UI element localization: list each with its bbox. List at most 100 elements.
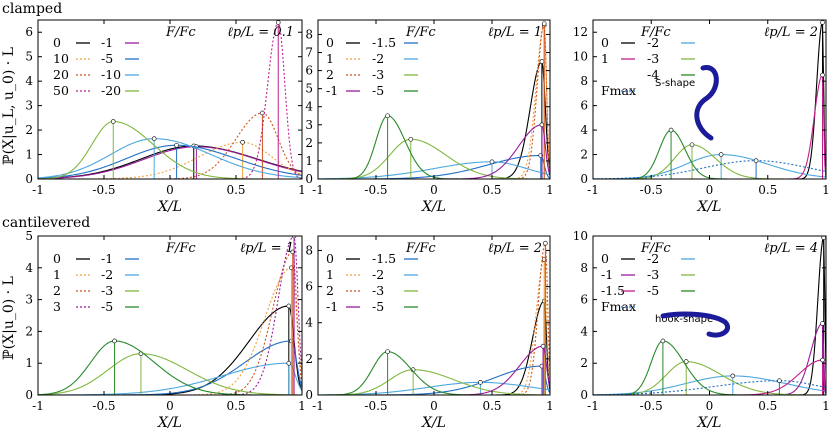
series-peak-point--5	[385, 349, 390, 354]
x-tick-label: 1	[546, 399, 554, 413]
legend-entry-label: -4	[647, 67, 659, 82]
legend-entry-label: 1	[53, 267, 61, 282]
y-tick-label: 4	[25, 74, 33, 88]
y-tick-label: 0	[25, 388, 33, 402]
x-tick-label: -1	[312, 399, 324, 413]
x-axis-label: X/L	[697, 415, 722, 431]
x-tick-label: -1	[587, 183, 599, 197]
legend-title: F/Fc	[640, 241, 671, 256]
x-tick-label: 0	[166, 399, 174, 413]
y-tick-label: 10	[573, 50, 588, 64]
legend-entry-label: -5	[101, 51, 113, 66]
series-peak-point--2	[478, 380, 483, 385]
y-tick-label: 8	[305, 27, 313, 41]
ylabel-cantilevered: ℙ(X|u_0) · L	[1, 276, 17, 360]
legend-entry-label: 1	[326, 51, 334, 66]
x-tick-label: 1	[298, 399, 306, 413]
series-group	[318, 240, 550, 395]
series-line-Fmax	[593, 160, 826, 179]
y-tick-label: 4	[580, 123, 588, 137]
series-peak-point--5	[385, 113, 390, 119]
series-line-2	[318, 21, 550, 179]
x-tick-label: -0.5	[364, 183, 387, 197]
x-tick-label: 1	[822, 399, 830, 413]
legend-entry-label: -1.5	[372, 35, 396, 50]
row-label-clamped: clamped	[2, 1, 62, 17]
series-peak-point--3	[683, 359, 689, 364]
y-tick-label: 2	[305, 352, 313, 366]
legend-title: F/Fc	[405, 25, 436, 40]
series-peak-point-Fmax	[777, 378, 782, 383]
legend-entry-label: -1	[101, 35, 113, 50]
plot-frame	[317, 19, 551, 180]
x-tick-label: 1	[546, 183, 554, 197]
series-line--1	[38, 146, 302, 179]
legend-entry-label: 2	[326, 283, 334, 298]
legend-title: F/Fc	[165, 25, 196, 40]
panel-annotation: ℓp/L = 4	[764, 241, 818, 256]
x-tick-label: 0	[706, 183, 714, 197]
y-tick-label: 4	[305, 316, 313, 330]
legend-entry-label: Fmax	[601, 83, 636, 98]
legend-entry-label: 0	[326, 251, 334, 266]
series-peak-point--1	[540, 343, 546, 349]
series-peak-point--2	[286, 360, 292, 366]
legend-title: F/Fc	[405, 241, 436, 256]
series-group	[593, 236, 826, 395]
series-line--1.5	[593, 359, 826, 395]
series-peak-point-Fmax	[753, 158, 759, 163]
legend-entry-label: 3	[53, 299, 61, 314]
legend-entry-label: 0	[53, 35, 61, 50]
ylabel-top: ℙ(X|u_L, u_0) · L	[1, 47, 17, 165]
series-line--3	[38, 353, 302, 395]
y-tick-label: 8	[305, 243, 313, 257]
plot-frame	[37, 235, 303, 396]
series-peak-point-2	[541, 21, 547, 26]
legend-entry-label: 20	[53, 67, 69, 82]
legend-entry-label: Fmax	[601, 299, 636, 314]
y-tick-label: 6	[25, 25, 33, 39]
y-tick-label: 2	[580, 356, 588, 370]
legend-entry-label: -2	[647, 35, 659, 50]
y-tick-label: 3	[25, 293, 33, 307]
series-line-0	[318, 300, 550, 395]
x-axis-label: X/L	[421, 199, 446, 215]
x-axis-label: X/L	[157, 415, 182, 431]
y-tick-label: 6	[305, 64, 313, 78]
legend-entry-label: -2	[101, 267, 113, 282]
series-peak-point--1	[820, 321, 825, 326]
x-tick-label: 0	[166, 183, 174, 197]
y-tick-label: 1	[25, 356, 33, 370]
series-line-0	[318, 60, 550, 179]
panel-annotation: ℓp/L = 1	[240, 241, 294, 256]
series-line-Fmax	[593, 380, 826, 395]
series-peak-point--1.5	[820, 357, 825, 363]
series-line--3	[593, 144, 826, 179]
legend-entry-label: 0	[326, 35, 334, 50]
legend-entry-label: -20	[101, 83, 121, 98]
shape-sketch-icon	[660, 311, 731, 338]
series-peak-point-2	[543, 240, 548, 246]
y-tick-label: 6	[580, 293, 588, 307]
x-tick-label: 0.5	[482, 399, 501, 413]
series-line--1	[318, 124, 550, 179]
legend-entry-label: 0	[601, 251, 609, 266]
series-group	[38, 20, 302, 179]
series-line-1	[318, 23, 550, 179]
series-peak-point--20	[110, 119, 116, 124]
legend-entry-label: -1	[326, 83, 338, 98]
y-tick-label: 8	[580, 261, 588, 275]
y-tick-label: 0	[305, 388, 313, 402]
y-tick-label: 6	[580, 99, 588, 113]
x-tick-label: 0.5	[482, 183, 501, 197]
series-peak-point-0	[820, 20, 825, 25]
legend-entry-label: 10	[53, 51, 69, 66]
x-tick-label: -0.5	[640, 183, 663, 197]
legend-entry-label: 2	[53, 283, 61, 298]
legend-title: F/Fc	[165, 241, 196, 256]
